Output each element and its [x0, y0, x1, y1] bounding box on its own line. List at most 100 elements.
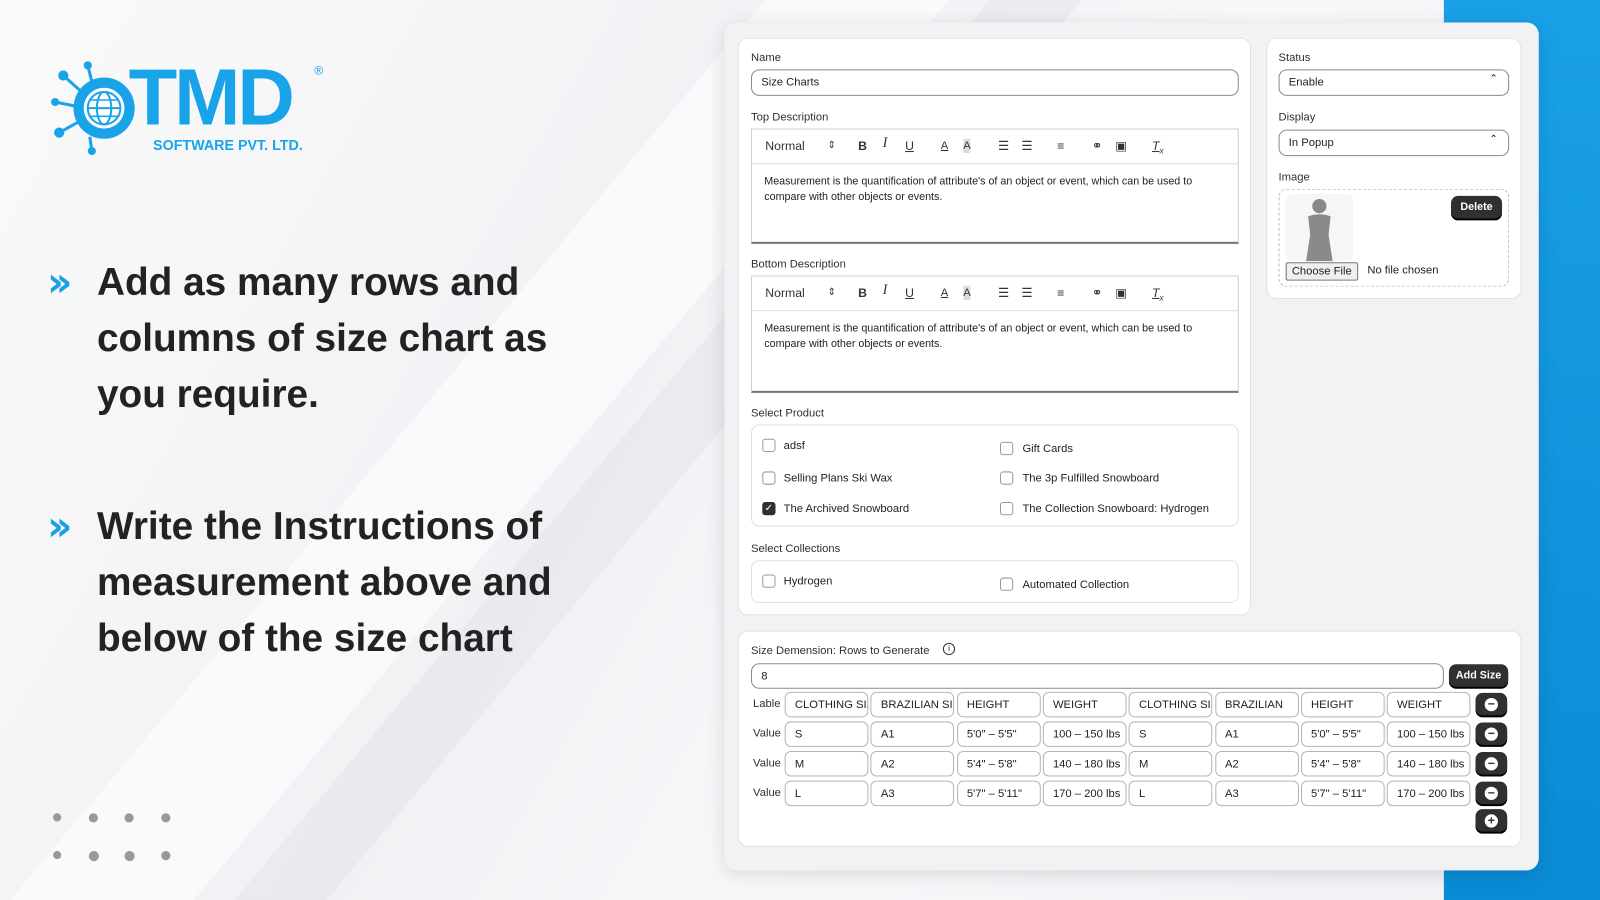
ordered-list-icon[interactable]: ☰ [997, 138, 1009, 154]
format-select[interactable]: Normal [765, 285, 805, 300]
rows-to-generate-input[interactable]: 8 [751, 663, 1444, 689]
top-description-label: Top Description [751, 111, 829, 124]
label-row-title: Lable [753, 697, 781, 711]
product-list [751, 424, 1239, 527]
select-product-label: Select Product [751, 407, 825, 420]
size-value-input[interactable]: L [1128, 780, 1213, 807]
collection-list [751, 560, 1239, 604]
background-color-icon[interactable]: A [963, 138, 971, 154]
size-value-input[interactable]: 5'0" – 5'5" [1300, 721, 1385, 747]
align-icon[interactable]: ≡ [1057, 285, 1065, 300]
remove-row-button[interactable]: − [1475, 692, 1508, 716]
link-icon[interactable]: ⚭ [1091, 138, 1103, 154]
remove-row-button[interactable]: − [1475, 722, 1508, 745]
bold-icon[interactable]: B [858, 138, 868, 154]
size-value-input[interactable]: M [784, 751, 869, 777]
italic-icon[interactable]: I [882, 135, 888, 152]
size-value-input[interactable]: 100 – 150 lbs [1386, 721, 1471, 747]
text-color-icon[interactable]: A [940, 139, 949, 153]
choose-file-button[interactable]: Choose File [1285, 262, 1358, 281]
bottom-description-text[interactable]: Measurement is the quantification of att… [764, 322, 1193, 350]
underline-icon[interactable]: U [905, 138, 914, 154]
info-icon[interactable]: i [942, 642, 956, 656]
checkmark-icon: ✓ [762, 502, 776, 516]
size-value-input[interactable]: 140 – 180 lbs [1386, 751, 1471, 777]
size-value-input[interactable]: A1 [1214, 721, 1299, 747]
bold-icon[interactable]: B [858, 285, 868, 300]
value-row-title: Value [753, 786, 781, 799]
bottom-description-editor[interactable]: Normal ⇕ B I U A A ☰ ☰ ≡ ⚭ ▣ Tx Measurem… [751, 275, 1239, 393]
align-icon[interactable]: ≡ [1057, 138, 1065, 154]
text-color-icon[interactable]: A [940, 286, 949, 299]
clear-format-icon[interactable]: Tx [1152, 285, 1164, 303]
status-select[interactable]: Enable [1278, 69, 1510, 96]
size-value-input[interactable]: 5'7" – 5'11" [956, 780, 1041, 807]
size-value-input[interactable]: A1 [870, 721, 955, 747]
column-label-input[interactable]: WEIGHT [1042, 691, 1127, 718]
top-description-editor[interactable]: Normal ⇕ B I U A A ☰ ☰ ≡ ⚭ ▣ Tx Measurem… [751, 128, 1239, 244]
size-value-input[interactable]: 5'4" – 5'8" [956, 751, 1041, 777]
size-value-input[interactable]: 170 – 200 lbs [1042, 780, 1127, 807]
no-file-text: No file chosen [1367, 264, 1439, 277]
link-icon[interactable]: ⚭ [1091, 285, 1103, 300]
size-value-input[interactable]: S [784, 721, 869, 747]
remove-row-button[interactable]: − [1475, 781, 1508, 805]
background-color-icon[interactable]: A [963, 285, 971, 300]
display-select[interactable]: In Popup [1278, 129, 1510, 157]
clear-format-icon[interactable]: Tx [1152, 138, 1164, 156]
column-label-input[interactable]: BRAZILIAN [1214, 691, 1299, 718]
image-icon[interactable]: ▣ [1115, 285, 1127, 300]
top-description-text[interactable]: Measurement is the quantification of att… [764, 175, 1193, 204]
size-value-input[interactable]: 100 – 150 lbs [1042, 721, 1127, 747]
size-value-input[interactable]: A2 [870, 751, 955, 777]
size-value-input[interactable]: S [1128, 721, 1213, 747]
size-value-input[interactable]: M [1128, 751, 1213, 777]
value-row-title: Value [753, 727, 781, 740]
column-label-input[interactable]: CLOTHING SIZE [1128, 691, 1213, 718]
size-value-input[interactable]: A3 [1214, 780, 1299, 807]
rows-to-generate-label: Size Demension: Rows to Generate [751, 644, 930, 658]
name-label: Name [751, 52, 781, 65]
size-value-input[interactable]: 5'7" – 5'11" [1300, 780, 1385, 807]
column-label-input[interactable]: HEIGHT [1300, 691, 1385, 718]
image-label: Image [1278, 171, 1310, 184]
registered-mark: ® [314, 63, 324, 78]
size-value-input[interactable]: 5'4" – 5'8" [1300, 751, 1385, 777]
promo-bullet-2: Write the Instructions of measurement ab… [96, 505, 552, 661]
italic-icon[interactable]: I [882, 282, 888, 298]
gear-globe-icon [51, 61, 135, 156]
minus-icon: − [1484, 727, 1498, 741]
name-input[interactable]: Size Charts [751, 69, 1239, 96]
remove-row-button[interactable]: − [1475, 752, 1508, 775]
size-value-input[interactable]: 5'0" – 5'5" [956, 721, 1041, 747]
size-value-input[interactable]: 140 – 180 lbs [1042, 751, 1127, 777]
column-label-input[interactable]: BRAZILIAN SIZE [870, 691, 955, 718]
delete-image-button[interactable]: Delete [1451, 195, 1503, 219]
image-dropzone[interactable] [1278, 188, 1510, 287]
model-image-thumbnail [1285, 193, 1354, 262]
size-value-input[interactable]: 170 – 200 lbs [1386, 780, 1471, 807]
size-value-input[interactable]: L [784, 780, 869, 807]
select-arrows-icon: ⇕ [827, 286, 837, 298]
column-label-input[interactable]: CLOTHING SIZE [784, 691, 869, 718]
underline-icon[interactable]: U [905, 285, 914, 300]
column-label-input[interactable]: HEIGHT [956, 691, 1041, 718]
display-label: Display [1278, 111, 1316, 124]
select-arrows-icon: ⇕ [827, 139, 837, 152]
column-label-input[interactable]: WEIGHT [1386, 691, 1471, 718]
select-collections-label: Select Collections [751, 542, 841, 556]
add-row-button[interactable]: + [1475, 809, 1508, 832]
size-value-input[interactable]: A3 [870, 780, 955, 807]
plus-icon: + [1484, 813, 1498, 828]
bullet-list-icon[interactable]: ☰ [1021, 285, 1033, 300]
status-label: Status [1278, 52, 1311, 65]
format-select[interactable]: Normal [765, 138, 805, 154]
promo-bullet-1: Add as many rows and columns of size cha… [96, 261, 548, 417]
size-value-input[interactable]: A2 [1214, 751, 1299, 777]
logo-text: TMD [128, 52, 295, 142]
ordered-list-icon[interactable]: ☰ [997, 285, 1009, 300]
image-icon[interactable]: ▣ [1115, 138, 1127, 154]
bullet-list-icon[interactable]: ☰ [1021, 138, 1033, 154]
add-size-button[interactable]: Add Size [1448, 664, 1509, 687]
